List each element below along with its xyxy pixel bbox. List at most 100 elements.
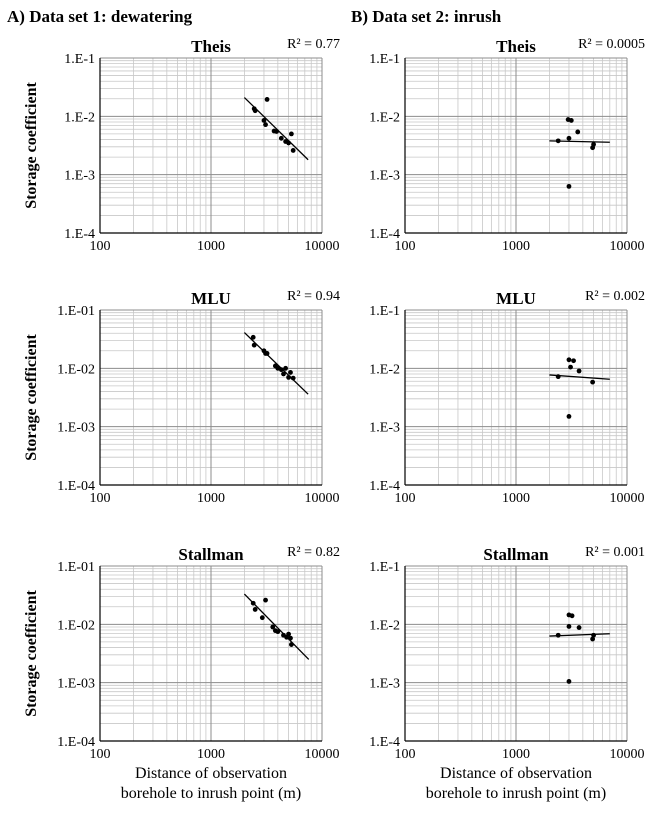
r-squared-label: R² = 0.82 [287,545,340,560]
x-tick-label: 1000 [197,747,225,762]
data-point [250,334,256,340]
data-point [568,118,574,123]
data-point [566,679,572,684]
chart-B3: 1.E-4 1.E-3 1.E-2 1.E-1 100 1000 10000 Stallman… [369,545,645,802]
y-axis-label: Storage coefficient [23,334,40,461]
y-tick-label: 1.E-3 [64,169,95,184]
data-point [275,629,281,635]
r-squared-label: R² = 0.0005 [578,37,645,52]
x-axis-label: Distance of observation [135,765,287,782]
data-point [264,97,270,102]
y-tick-label: 1.E-1 [64,52,95,67]
data-point [590,379,596,385]
y-tick-label: 1.E-01 [57,560,95,575]
y-tick-label: 1.E-4 [369,479,400,494]
chart-title: Stallman [178,545,244,564]
data-point [286,140,291,146]
data-point [250,600,256,606]
data-point [288,370,293,375]
x-tick-label: 1000 [502,239,530,254]
y-tick-label: 1.E-03 [57,677,95,692]
y-tick-label: 1.E-4 [369,227,400,242]
y-tick-label: 1.E-02 [57,618,95,633]
x-tick-label: 1000 [197,491,225,506]
data-point [591,632,596,638]
data-point [566,135,572,141]
x-axis-label: borehole to inrush point (m) [121,785,301,802]
data-point [566,624,572,629]
data-point [278,367,284,373]
y-tick-label: 1.E-02 [57,362,95,377]
panel-b-heading: B) Data set 2: inrush [351,7,502,26]
chart-A1: 1.E-4 1.E-3 1.E-2 1.E-1 100 1000 10000 Theis R² … [23,37,340,254]
data-point [286,631,291,637]
data-point [261,118,267,123]
panel-a-heading: A) Data set 1: dewatering [7,7,193,26]
chart-grid [99,565,323,742]
data-point [590,636,596,642]
y-tick-label: 1.E-01 [57,304,95,319]
r-squared-label: R² = 0.94 [287,289,340,304]
data-point [283,365,289,371]
chart-title: Stallman [483,545,549,564]
data-point [264,351,270,356]
y-tick-label: 1.E-2 [369,618,400,633]
chart-title: Theis [191,37,231,56]
data-point [571,358,576,364]
x-tick-label: 100 [395,491,416,506]
x-tick-label: 10000 [610,491,645,506]
r-squared-label: R² = 0.002 [585,289,645,304]
chart-title: MLU [496,289,536,308]
data-point [290,148,296,153]
y-tick-label: 1.E-3 [369,169,400,184]
y-tick-label: 1.E-4 [369,735,400,750]
trend-line [243,593,310,660]
chart-title: MLU [191,289,231,308]
data-point [576,368,582,374]
data-point [288,131,294,137]
data-point [566,413,572,419]
data-point [259,615,265,621]
x-tick-label: 100 [90,491,111,506]
y-tick-label: 1.E-4 [64,227,95,242]
x-tick-label: 100 [395,239,416,254]
x-tick-label: 10000 [305,239,340,254]
y-tick-label: 1.E-1 [369,304,400,319]
chart-A2: 1.E-04 1.E-03 1.E-02 1.E-01 100 1000 10000 MLU R… [23,289,340,506]
y-axis-label: Storage coefficient [23,82,40,209]
data-point [555,138,561,144]
y-tick-label: 1.E-04 [57,735,95,750]
y-tick-label: 1.E-2 [369,110,400,125]
data-point [569,613,575,619]
data-point [591,142,596,147]
data-point [251,342,257,348]
data-point [575,129,581,135]
data-point [555,632,561,638]
data-point [288,642,294,647]
x-tick-label: 1000 [502,747,530,762]
data-point [555,374,561,380]
chart-grid [99,309,323,486]
x-tick-label: 100 [90,239,111,254]
chart-grid [99,57,323,234]
data-point [281,371,286,377]
x-tick-label: 100 [395,747,416,762]
y-axis-label: Storage coefficient [23,590,40,717]
y-tick-label: 1.E-3 [369,421,400,436]
chart-B1: 1.E-4 1.E-3 1.E-2 1.E-1 100 1000 10000 Theis R² … [369,37,645,254]
data-point [286,374,291,380]
chart-grid [404,309,628,486]
x-tick-label: 10000 [305,747,340,762]
y-tick-label: 1.E-04 [57,479,95,494]
data-point [290,375,296,381]
data-point [566,183,572,189]
x-tick-label: 1000 [197,239,225,254]
data-point [278,135,284,141]
x-tick-label: 100 [90,747,111,762]
x-tick-label: 10000 [610,747,645,762]
data-point [270,624,276,630]
y-tick-label: 1.E-03 [57,421,95,436]
data-point [263,597,268,603]
trend-line [243,332,309,395]
